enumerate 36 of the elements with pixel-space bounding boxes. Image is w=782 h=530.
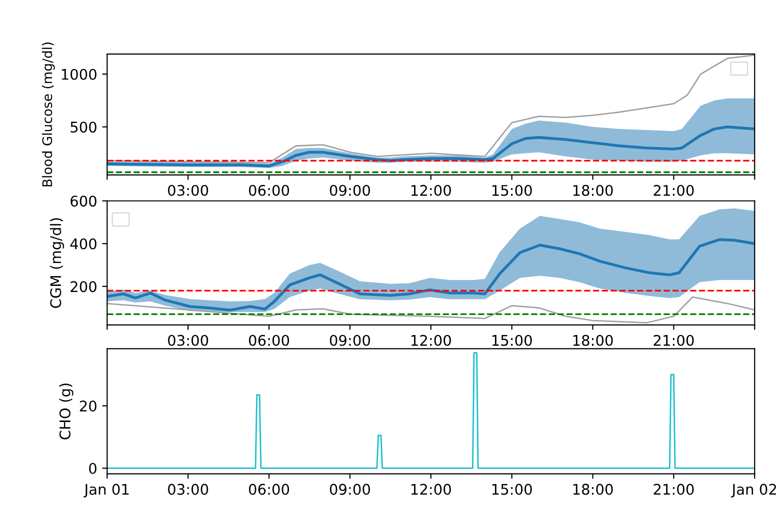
y-axis-title: CGM (mg/dl) [50,218,64,308]
x-tick-label: 18:00 [573,334,613,346]
x-tick-label: 09:00 [330,184,370,196]
y-tick-label: 500 [70,122,96,133]
x-tick-label: 09:00 [330,484,370,495]
x-tick-label: 21:00 [654,334,694,346]
x-tick-label: 12:00 [411,184,451,196]
line-series [107,352,755,469]
y-axis-title: CHO (g) [59,384,74,440]
x-tick-label: 21:00 [654,184,694,196]
y-axis-title: Blood Glucose (mg/dl) [42,42,55,186]
y-tick-label: 200 [70,281,96,292]
y-tick-label: 0 [89,462,96,474]
x-tick-label: Jan 01 [84,484,129,498]
x-tick-label: 18:00 [573,484,613,495]
x-tick-label: 06:00 [248,484,290,495]
x-tick-label: 06:00 [248,334,290,346]
y-tick-label: 20 [80,400,96,412]
x-tick-label: 12:00 [411,334,451,346]
x-tick-label: 09:00 [330,334,370,346]
line-series [107,125,755,168]
x-tick-label: 15:00 [492,484,532,495]
y-tick-label: 600 [70,196,96,207]
y-tick-label: 1000 [62,68,96,80]
x-tick-label: 12:00 [411,484,451,495]
y-tick-label: 400 [70,238,96,250]
line-series [107,238,755,312]
x-tick-label: 03:00 [168,334,208,346]
x-tick-label: 21:00 [654,484,694,495]
x-tick-label: 06:00 [248,184,290,196]
x-tick-label: 18:00 [573,184,613,196]
x-tick-label: 15:00 [492,184,532,196]
x-tick-label: 15:00 [492,334,532,346]
x-tick-label: Jan 02 [731,484,776,498]
x-tick-label: 03:00 [168,484,208,495]
x-tick-label: 03:00 [168,184,208,196]
